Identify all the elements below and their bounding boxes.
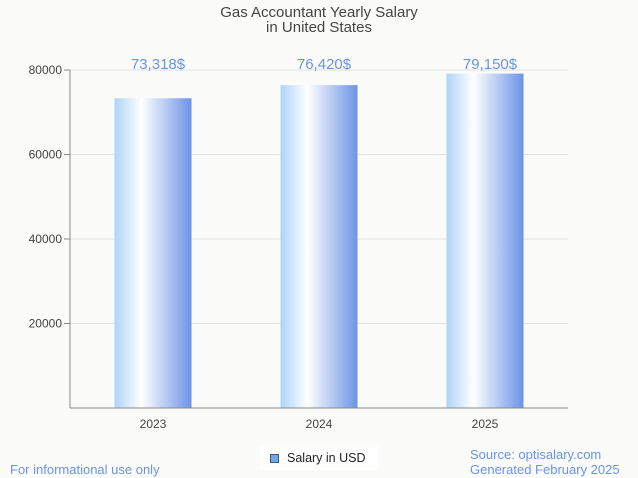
- chart-title: Gas Accountant Yearly Salary: [220, 4, 418, 21]
- bar-2025: [446, 73, 524, 408]
- y-tick-label: 60000: [29, 148, 63, 162]
- x-tick-label: 2024: [306, 417, 333, 431]
- source-link[interactable]: Source: optisalary.com: [470, 447, 602, 462]
- chart-subtitle: in United States: [266, 19, 372, 36]
- bar-2023: [114, 98, 192, 409]
- bar-2024: [280, 85, 358, 409]
- legend-label: Salary in USD: [287, 451, 366, 465]
- legend-swatch: [270, 453, 279, 463]
- x-tick-label: 2025: [472, 417, 499, 431]
- data-label: 76,420$: [297, 56, 352, 73]
- legend: Salary in USD: [260, 446, 378, 470]
- generated-date: Generated February 2025: [470, 462, 620, 477]
- y-tick-label: 20000: [29, 317, 63, 331]
- y-tick-label: 40000: [29, 232, 63, 246]
- data-label: 73,318$: [131, 56, 186, 73]
- x-tick-label: 2023: [140, 417, 167, 431]
- disclaimer: For informational use only: [10, 462, 160, 477]
- y-tick-label: 80000: [29, 63, 63, 77]
- data-label: 79,150$: [463, 56, 518, 73]
